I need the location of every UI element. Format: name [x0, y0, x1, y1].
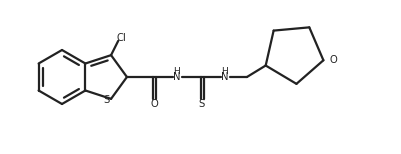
Text: S: S: [103, 95, 109, 105]
Text: N: N: [173, 72, 181, 82]
Text: H: H: [174, 67, 180, 75]
Text: O: O: [150, 99, 158, 109]
Text: S: S: [199, 99, 205, 109]
Text: Cl: Cl: [116, 33, 126, 43]
Text: H: H: [222, 67, 228, 75]
Text: O: O: [329, 55, 337, 65]
Text: N: N: [221, 72, 229, 82]
